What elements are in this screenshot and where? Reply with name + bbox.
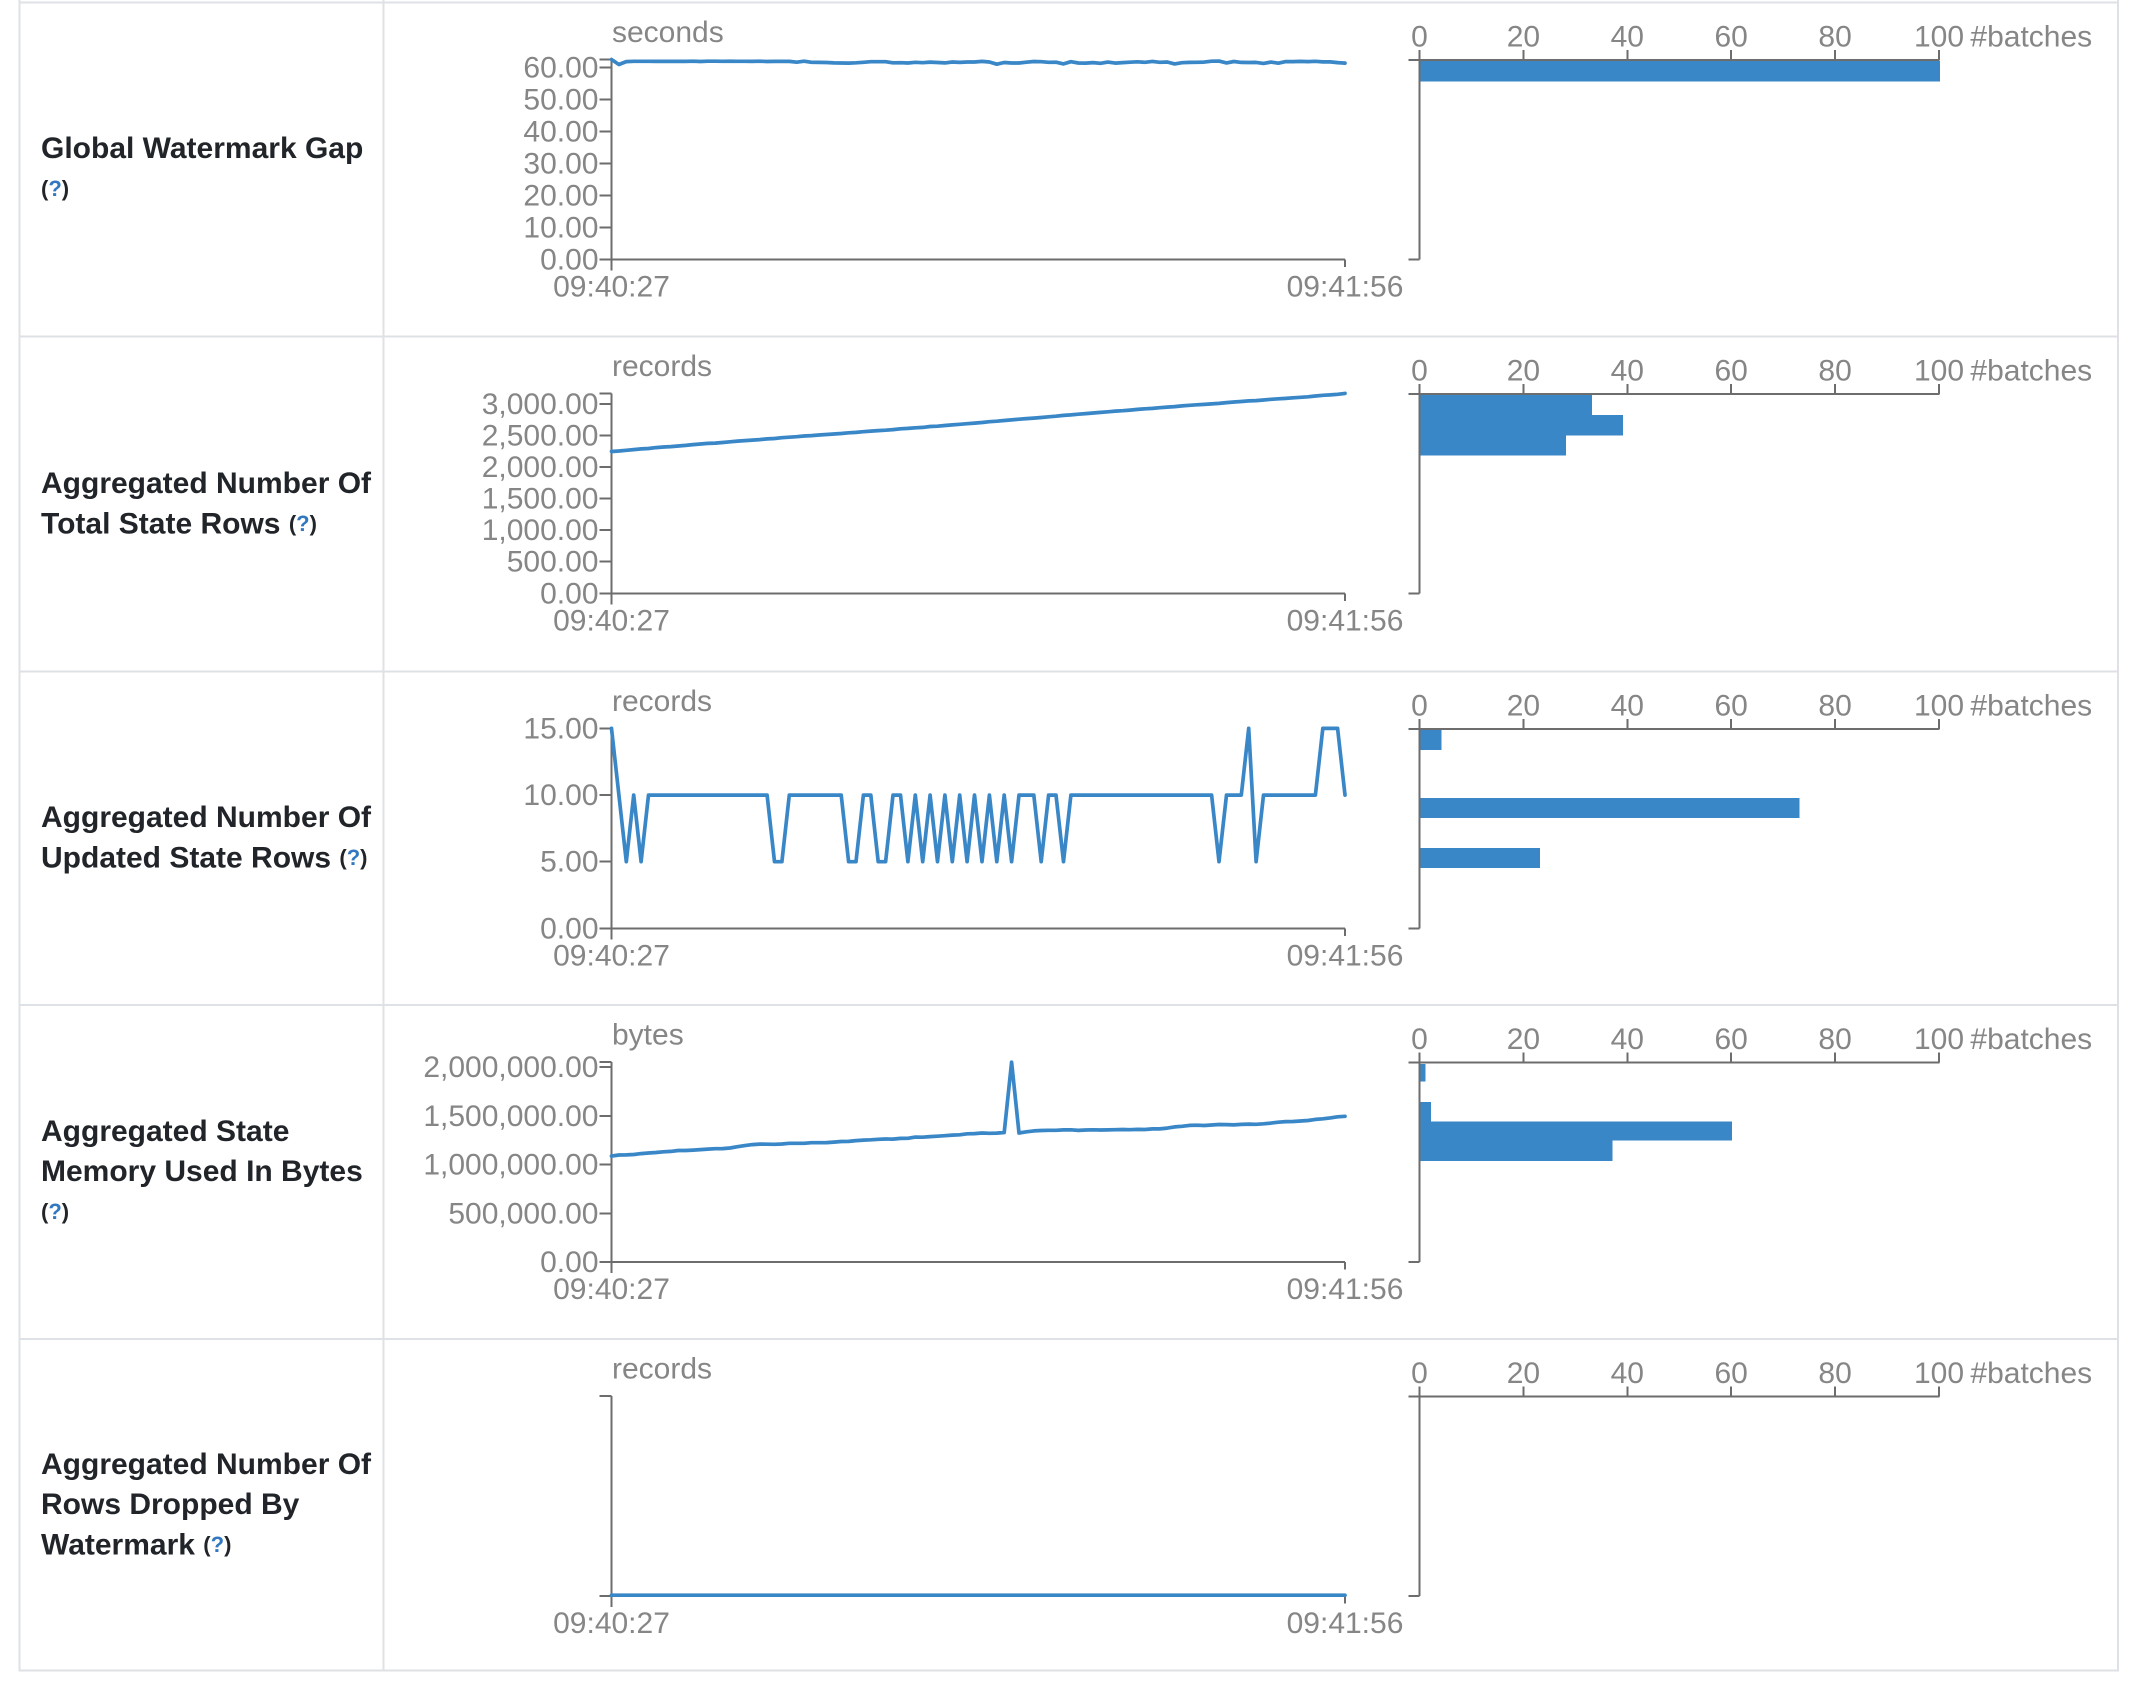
svg-text:100: 100 xyxy=(1914,1357,1964,1390)
svg-text:#batches: #batches xyxy=(1970,1023,2092,1056)
svg-text:0: 0 xyxy=(1411,689,1428,722)
svg-text:records: records xyxy=(612,350,712,383)
svg-text:0: 0 xyxy=(1411,21,1428,54)
svg-text:09:40:27: 09:40:27 xyxy=(553,939,670,972)
svg-text:09:41:56: 09:41:56 xyxy=(1287,604,1404,637)
svg-text:09:41:56: 09:41:56 xyxy=(1287,271,1404,304)
svg-text:60: 60 xyxy=(1715,1357,1748,1390)
svg-text:1,500,000.00: 1,500,000.00 xyxy=(423,1100,598,1133)
svg-text:50.00: 50.00 xyxy=(523,83,598,116)
svg-text:2,500.00: 2,500.00 xyxy=(482,419,599,452)
svg-text:#batches: #batches xyxy=(1970,689,2092,722)
svg-text:seconds: seconds xyxy=(612,16,724,49)
svg-text:20: 20 xyxy=(1507,354,1540,387)
svg-text:20: 20 xyxy=(1507,21,1540,54)
svg-text:60: 60 xyxy=(1715,1023,1748,1056)
svg-text:0: 0 xyxy=(1411,354,1428,387)
svg-text:40.00: 40.00 xyxy=(523,115,598,148)
svg-text:60: 60 xyxy=(1715,21,1748,54)
svg-text:80: 80 xyxy=(1818,1023,1851,1056)
svg-text:40: 40 xyxy=(1611,1357,1644,1390)
svg-text:100: 100 xyxy=(1914,21,1964,54)
svg-text:40: 40 xyxy=(1611,21,1644,54)
svg-text:2,000,000.00: 2,000,000.00 xyxy=(423,1051,598,1084)
svg-text:0.00: 0.00 xyxy=(540,244,598,277)
svg-text:40: 40 xyxy=(1611,1023,1644,1056)
svg-text:80: 80 xyxy=(1818,689,1851,722)
svg-text:20.00: 20.00 xyxy=(523,180,598,213)
svg-text:5.00: 5.00 xyxy=(540,846,598,879)
svg-text:15.00: 15.00 xyxy=(523,712,598,745)
svg-text:20: 20 xyxy=(1507,1357,1540,1390)
svg-text:#batches: #batches xyxy=(1970,1357,2092,1390)
svg-text:20: 20 xyxy=(1507,689,1540,722)
svg-text:10.00: 10.00 xyxy=(523,212,598,245)
svg-text:100: 100 xyxy=(1914,1023,1964,1056)
svg-text:10.00: 10.00 xyxy=(523,779,598,812)
svg-text:09:40:27: 09:40:27 xyxy=(553,1607,670,1640)
svg-text:records: records xyxy=(612,1353,712,1386)
svg-text:1,000,000.00: 1,000,000.00 xyxy=(423,1149,598,1182)
svg-text:100: 100 xyxy=(1914,354,1964,387)
svg-text:3,000.00: 3,000.00 xyxy=(482,388,599,421)
svg-text:#batches: #batches xyxy=(1970,354,2092,387)
svg-text:80: 80 xyxy=(1818,21,1851,54)
svg-text:09:40:27: 09:40:27 xyxy=(553,271,670,304)
svg-text:0.00: 0.00 xyxy=(540,577,598,610)
svg-text:60: 60 xyxy=(1715,689,1748,722)
svg-text:#batches: #batches xyxy=(1970,21,2092,54)
svg-text:09:40:27: 09:40:27 xyxy=(553,604,670,637)
svg-text:80: 80 xyxy=(1818,1357,1851,1390)
svg-text:0.00: 0.00 xyxy=(540,1246,598,1279)
svg-text:80: 80 xyxy=(1818,354,1851,387)
svg-text:30.00: 30.00 xyxy=(523,148,598,181)
svg-text:1,500.00: 1,500.00 xyxy=(482,483,599,516)
svg-text:bytes: bytes xyxy=(612,1019,684,1052)
svg-text:40: 40 xyxy=(1611,689,1644,722)
svg-text:09:41:56: 09:41:56 xyxy=(1287,1607,1404,1640)
svg-text:09:40:27: 09:40:27 xyxy=(553,1273,670,1306)
svg-text:60.00: 60.00 xyxy=(523,51,598,84)
svg-text:1,000.00: 1,000.00 xyxy=(482,514,599,547)
svg-text:40: 40 xyxy=(1611,354,1644,387)
svg-text:records: records xyxy=(612,685,712,718)
svg-text:09:41:56: 09:41:56 xyxy=(1287,939,1404,972)
svg-text:500.00: 500.00 xyxy=(507,546,599,579)
svg-text:0: 0 xyxy=(1411,1357,1428,1390)
svg-text:0.00: 0.00 xyxy=(540,912,598,945)
svg-text:09:41:56: 09:41:56 xyxy=(1287,1273,1404,1306)
svg-text:2,000.00: 2,000.00 xyxy=(482,451,599,484)
svg-text:60: 60 xyxy=(1715,354,1748,387)
svg-text:500,000.00: 500,000.00 xyxy=(448,1197,598,1230)
svg-text:0: 0 xyxy=(1411,1023,1428,1056)
svg-text:20: 20 xyxy=(1507,1023,1540,1056)
svg-text:100: 100 xyxy=(1914,689,1964,722)
